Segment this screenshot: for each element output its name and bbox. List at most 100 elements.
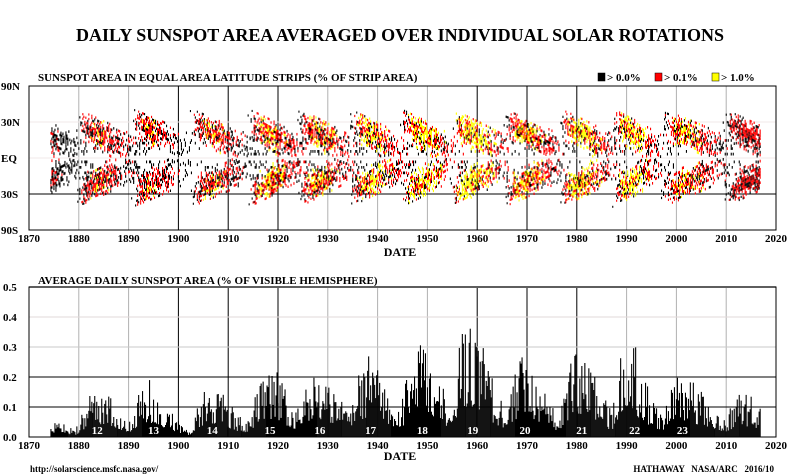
butterfly-cell — [227, 134, 229, 137]
butterfly-cell — [218, 132, 220, 135]
butterfly-cell — [229, 167, 231, 171]
butterfly-cell — [408, 116, 410, 119]
butterfly-cell — [221, 179, 223, 183]
butterfly-cell — [202, 141, 204, 145]
butterfly-cell — [132, 144, 134, 148]
butterfly-cell — [433, 129, 435, 133]
butterfly-cell — [381, 138, 383, 142]
butterfly-cell — [208, 180, 210, 184]
butterfly-cell — [269, 141, 271, 144]
butterfly-cell — [91, 129, 93, 132]
butterfly-cell — [305, 160, 307, 164]
butterfly-cell — [320, 128, 322, 131]
butterfly-cell — [464, 174, 466, 177]
butterfly-cell — [247, 152, 249, 156]
butterfly-cell — [324, 141, 326, 144]
butterfly-cell — [421, 180, 423, 183]
butterfly-cell — [184, 141, 186, 145]
butterfly-cell — [313, 193, 315, 197]
butterfly-cell — [367, 174, 369, 178]
butterfly-cell — [495, 153, 497, 157]
butterfly-cell — [410, 129, 412, 132]
butterfly-cell — [505, 186, 507, 189]
butterfly-cell — [474, 174, 476, 177]
butterfly-cell — [419, 191, 421, 194]
butterfly-cell — [359, 147, 361, 150]
butterfly-cell — [207, 184, 209, 187]
butterfly-cell — [228, 131, 230, 135]
butterfly-cell — [120, 177, 122, 181]
butterfly-cell — [378, 142, 380, 146]
butterfly-cell — [425, 125, 427, 128]
butterfly-cell — [280, 184, 282, 187]
butterfly-cell — [66, 137, 68, 140]
legend-label: > 0.0% — [607, 72, 641, 84]
butterfly-cell — [153, 194, 155, 198]
butterfly-cell — [52, 180, 54, 184]
butterfly-cell — [102, 178, 104, 182]
butterfly-cell — [409, 128, 411, 131]
butterfly-cell — [107, 147, 109, 151]
butterfly-cell — [164, 160, 166, 164]
butterfly-cell — [139, 144, 141, 148]
butterfly-cell — [332, 170, 334, 173]
butterfly-cell — [469, 141, 471, 145]
butterfly-cell — [368, 124, 370, 127]
butterfly-cell — [284, 174, 286, 177]
butterfly-cell — [302, 128, 304, 132]
butterfly-cell — [413, 123, 415, 126]
butterfly-cell — [337, 164, 339, 168]
butterfly-cell — [146, 125, 148, 128]
butterfly-cell — [452, 127, 454, 130]
butterfly-cell — [265, 187, 267, 191]
butterfly-cell — [461, 179, 463, 183]
butterfly-cell — [276, 150, 278, 154]
butterfly-cell — [208, 171, 210, 175]
butterfly-cell — [478, 187, 480, 191]
butterfly-cell — [169, 134, 171, 137]
butterfly-cell — [253, 200, 255, 204]
butterfly-cell — [229, 127, 231, 130]
butterfly-cell — [93, 180, 95, 184]
butterfly-cell — [422, 138, 424, 142]
butterfly-cell — [433, 181, 435, 184]
butterfly-cell — [496, 161, 498, 165]
butterfly-cell — [486, 135, 488, 138]
butterfly-cell — [366, 141, 368, 144]
butterfly-cell — [364, 183, 366, 187]
butterfly-cell — [326, 160, 328, 163]
butterfly-cell — [481, 137, 483, 141]
butterfly-cell — [327, 163, 329, 167]
butterfly-cell — [234, 153, 236, 157]
butterfly-cell — [476, 145, 478, 149]
butterfly-cell — [151, 130, 153, 133]
butterfly-cell — [358, 171, 360, 175]
butterfly-cell — [151, 125, 153, 128]
butterfly-cell — [124, 132, 126, 136]
butterfly-cell — [516, 113, 518, 116]
butterfly-cell — [436, 139, 438, 142]
butterfly-cell — [388, 148, 390, 151]
butterfly-cell — [415, 160, 417, 164]
butterfly-cell — [416, 127, 418, 131]
butterfly-cell — [238, 144, 240, 148]
butterfly-cell — [428, 134, 430, 137]
butterfly-cell — [456, 139, 458, 143]
butterfly-cell — [106, 189, 108, 193]
butterfly-cell — [251, 147, 253, 150]
butterfly-cell — [260, 116, 262, 119]
butterfly-cell — [154, 142, 156, 145]
butterfly-cell — [95, 116, 97, 119]
butterfly-cell — [377, 123, 379, 127]
butterfly-cell — [384, 175, 386, 179]
butterfly-cell — [431, 155, 433, 158]
butterfly-cell — [330, 128, 332, 132]
butterfly-cell — [323, 132, 325, 136]
butterfly-cell — [409, 163, 411, 167]
butterfly-cell — [323, 148, 325, 152]
butterfly-cell — [58, 146, 60, 150]
butterfly-cell — [409, 118, 411, 122]
butterfly-cell — [220, 143, 222, 147]
butterfly-cell — [158, 171, 160, 175]
butterfly-cell — [148, 123, 150, 127]
